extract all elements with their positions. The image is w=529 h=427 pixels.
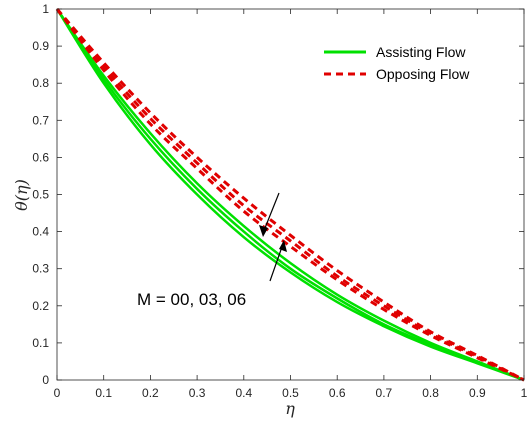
series-line-opposing-3: [55, 8, 525, 382]
legend: Assisting Flow Opposing Flow: [315, 35, 511, 89]
y-tick-label: 0: [42, 373, 49, 387]
x-tick-label: 0.3: [189, 386, 206, 400]
ticks-layer: 0 0.1 0.2 0.3 0.4 0.5 0.6 0.7 0.8 0.9 1 0 0.1 0.2 0.3 0…: [32, 2, 527, 400]
x-tick-label: 1: [521, 386, 528, 400]
y-tick-label: 0.1: [32, 336, 49, 350]
y-tick-label: 0.9: [32, 39, 49, 53]
series-line-assisting-2: [55, 8, 525, 382]
annotation-arrows: [259, 192, 287, 282]
x-tick-label: 0.4: [235, 386, 252, 400]
y-axis-label: θ(η): [12, 179, 31, 211]
x-tick-label: 0.5: [282, 386, 299, 400]
y-tick-label: 0.8: [32, 76, 49, 90]
series-line-opposing-5: [55, 8, 525, 382]
annotation-label: M = 00, 03, 06: [137, 290, 246, 309]
x-tick-label: 0.9: [469, 386, 486, 400]
y-tick-label: 1: [42, 2, 49, 16]
y-tick-label: 0.3: [32, 262, 49, 276]
y-tick-label: 0.4: [32, 225, 49, 239]
arrow-down-head: [259, 225, 268, 237]
arrow-up-head: [279, 240, 287, 252]
x-tick-label: 0.7: [376, 386, 393, 400]
x-tick-label: 0.1: [95, 386, 112, 400]
y-tick-label: 0.7: [32, 113, 49, 127]
y-tick-label: 0.2: [32, 299, 49, 313]
x-tick-label: 0.8: [422, 386, 439, 400]
arrow-up-shaft: [269, 243, 284, 282]
x-tick-label: 0: [54, 386, 61, 400]
x-tick-label: 0.6: [329, 386, 346, 400]
arrow-down-shaft: [262, 192, 280, 234]
y-tick-label: 0.6: [32, 150, 49, 164]
y-tick-label: 0.5: [32, 188, 49, 202]
x-axis-label: η: [285, 399, 295, 418]
legend-label-assisting: Assisting Flow: [376, 44, 466, 60]
legend-box: [315, 35, 511, 89]
series-layer: [55, 8, 525, 382]
series-line-assisting-1: [55, 8, 525, 382]
series-line-assisting-0: [55, 8, 525, 382]
x-tick-label: 0.2: [142, 386, 159, 400]
legend-label-opposing: Opposing Flow: [376, 66, 470, 82]
